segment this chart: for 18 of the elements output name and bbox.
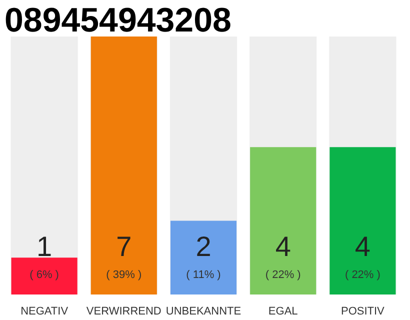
bar <box>170 220 237 294</box>
x-tick-label: POSITIV <box>341 306 386 318</box>
bar <box>11 258 78 294</box>
annotation: ( 22% ) <box>265 269 301 282</box>
annotation: ( 39% ) <box>106 269 142 282</box>
data-label: 4 <box>354 230 370 262</box>
annotation: ( 11% ) <box>186 269 221 282</box>
chart-title: 089454943208 <box>4 2 232 40</box>
data-label: 4 <box>275 230 291 262</box>
x-tick-label: EGAL <box>268 306 298 318</box>
annotation: ( 22% ) <box>344 269 380 282</box>
x-tick-label: NEGATIV <box>20 306 69 318</box>
x-tick-label: VERWIRREND <box>86 306 162 318</box>
annotation: ( 6% ) <box>30 269 59 282</box>
data-label: 2 <box>196 230 212 262</box>
data-label: 1 <box>36 230 52 262</box>
data-label: 7 <box>116 230 132 262</box>
x-tick-label: UNBEKANNTE <box>166 306 242 318</box>
